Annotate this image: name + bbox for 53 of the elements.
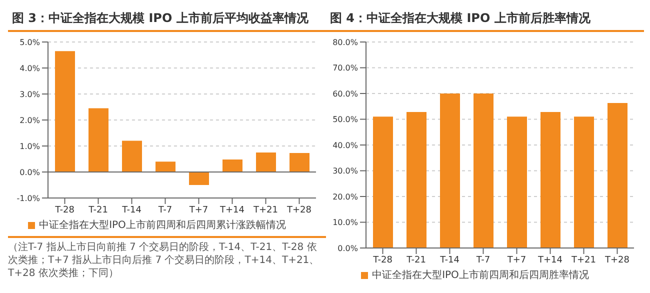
x-tick-label: T+21 <box>570 255 596 266</box>
y-tick-label: 4.0% <box>20 64 40 73</box>
y-tick-label: 80.0% <box>332 38 358 47</box>
bar <box>189 172 209 185</box>
y-tick-label: 2.0% <box>20 116 40 125</box>
bar <box>88 108 108 172</box>
bar <box>290 153 310 172</box>
y-tick-label: 0.0% <box>20 168 40 177</box>
x-tick-label: T-14 <box>439 255 460 266</box>
x-tick-label: T-21 <box>406 255 426 266</box>
x-tick-label: T-28 <box>54 205 75 216</box>
bar <box>406 112 426 248</box>
bar <box>540 112 560 248</box>
x-tick-label: T-7 <box>475 255 490 266</box>
bar <box>608 103 628 248</box>
x-tick-label: T+28 <box>286 205 312 216</box>
chart-title: 图 4：中证全指在大规模 IPO 上市前后胜率情况 <box>326 8 644 32</box>
bar <box>222 160 242 172</box>
x-tick-label: T+7 <box>506 255 526 266</box>
x-tick-label: T+14 <box>537 255 563 266</box>
bar <box>256 152 276 172</box>
x-tick-label: T-7 <box>157 205 172 216</box>
x-tick-label: T-21 <box>88 205 108 216</box>
x-tick-label: T+28 <box>604 255 630 266</box>
bar <box>156 162 176 172</box>
x-tick-label: T-28 <box>372 255 393 266</box>
y-tick-label: 20.0% <box>332 192 358 202</box>
x-tick-label: T-14 <box>121 205 142 216</box>
legend-label: 中证全指在大型IPO上市前四周和后四周胜率情况 <box>372 270 589 281</box>
bar <box>574 116 594 248</box>
y-tick-label: 3.0% <box>20 90 40 99</box>
y-tick-label: 5.0% <box>20 38 40 47</box>
x-tick-label: T+14 <box>219 205 245 216</box>
y-tick-label: 30.0% <box>332 166 358 176</box>
text: （注T-7 指从上市日向前推 7 个交易日的阶段，T-14、T-21、T-28 依次类推；T+7 指从上市日向后推 7 个交易日的阶段，T+14、T+21、T+28 依次类推；下同） <box>8 241 320 280</box>
bar <box>440 94 460 248</box>
bar <box>474 94 494 248</box>
bar <box>122 140 142 172</box>
y-tick-label: 60.0% <box>332 89 358 98</box>
y-tick-label: -1.0% <box>16 194 40 203</box>
y-tick-label: 40.0% <box>332 140 358 150</box>
bar <box>373 116 393 248</box>
y-tick-label: 70.0% <box>332 64 358 73</box>
legend-label: 中证全指在大型IPO上市前四周和后四周累计涨跌幅情况 <box>39 220 286 231</box>
x-tick-label: T+7 <box>188 205 208 216</box>
chart-title: 图 3：中证全指在大规模 IPO 上市前后平均收益率情况 <box>8 8 326 32</box>
x-tick-label: T+21 <box>252 205 278 216</box>
y-tick-label: 50.0% <box>332 115 358 124</box>
y-tick-label: 1.0% <box>20 142 40 151</box>
y-tick-label: 0.0% <box>338 244 358 253</box>
y-tick-label: 10.0% <box>332 218 358 228</box>
bar <box>55 51 75 172</box>
bar <box>507 116 527 248</box>
